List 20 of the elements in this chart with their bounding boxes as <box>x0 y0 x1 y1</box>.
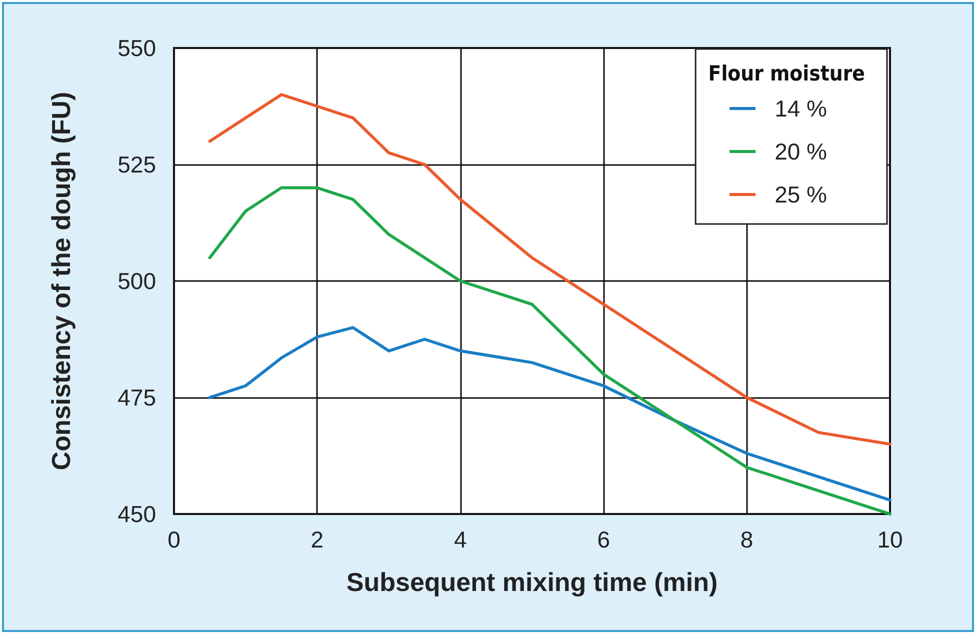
x-tick-label: 0 <box>168 526 180 552</box>
y-tick-label: 450 <box>118 501 156 527</box>
legend-label: 14 % <box>774 96 828 122</box>
y-tick-label: 475 <box>118 384 156 410</box>
y-tick-label: 500 <box>118 268 156 294</box>
legend-label: 25 % <box>774 182 828 208</box>
y-tick-label: 550 <box>118 35 156 61</box>
line-series <box>208 326 892 502</box>
x-axis-title: Subsequent mixing time (min) <box>346 567 718 597</box>
x-tick-label: 8 <box>740 526 754 552</box>
x-tick-label: 10 <box>877 526 903 552</box>
y-axis-title: Consistency of the dough (FU) <box>46 92 76 470</box>
y-tick-label: 525 <box>118 152 156 178</box>
x-tick-label: 2 <box>310 526 324 552</box>
x-tick-label: 6 <box>597 526 610 552</box>
line-series <box>208 186 892 516</box>
x-tick-label: 4 <box>454 526 467 552</box>
line-series <box>208 93 892 446</box>
legend-label: 20 % <box>774 138 828 164</box>
legend-title: Flour moisture <box>708 62 866 86</box>
